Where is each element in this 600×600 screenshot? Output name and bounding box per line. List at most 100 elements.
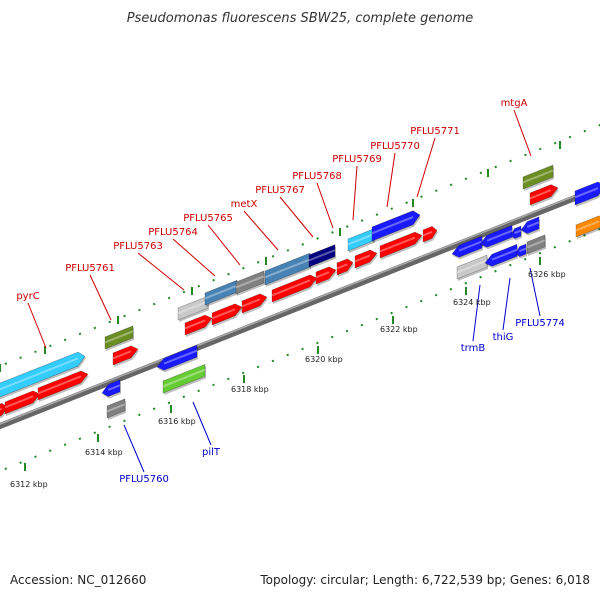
gene-PFLU5770-upper bbox=[371, 210, 421, 243]
genome-backbone bbox=[0, 184, 600, 430]
gene-red-m-highlight bbox=[422, 230, 433, 237]
gene-trmB-grey-body bbox=[456, 254, 488, 280]
gene-PFLU5769-upper bbox=[347, 228, 375, 253]
accession-text: Accession: NC_012660 bbox=[10, 573, 146, 587]
gene-red-h-body bbox=[271, 274, 318, 303]
gene-pilT-green-body bbox=[162, 363, 206, 394]
gene-metX-upper bbox=[264, 252, 311, 287]
gene-label-PFLU5765: PFLU5765 bbox=[183, 213, 233, 224]
gene-PFLU5767-upper bbox=[308, 244, 336, 269]
gene-red-c-body bbox=[37, 370, 89, 401]
gene-PFLU5764-upper-body bbox=[204, 279, 238, 306]
gene-red-c-highlight bbox=[37, 375, 82, 395]
gene-red-f-highlight bbox=[211, 308, 236, 320]
gene-PFLU5760-lower-body bbox=[106, 398, 126, 419]
tick-label-6320: 6320 kbp bbox=[305, 355, 343, 364]
gene-rev-d-body bbox=[515, 243, 527, 257]
tick-label-6316: 6316 kbp bbox=[158, 417, 196, 426]
leader-trmB bbox=[472, 284, 481, 342]
gene-pilT-blue bbox=[156, 344, 198, 373]
gene-orange-highlight bbox=[575, 220, 600, 232]
gene-PFLU5774-grey-body bbox=[526, 234, 546, 255]
gene-mtgA-upper bbox=[522, 164, 554, 191]
gene-mtgA-upper-highlight bbox=[522, 169, 554, 184]
gene-orange-body bbox=[575, 215, 600, 238]
gene-PFLU5761-upper-body bbox=[104, 325, 134, 350]
gene-red-d-highlight bbox=[112, 350, 132, 360]
gene-features bbox=[0, 164, 600, 420]
leader-PFLU5769 bbox=[352, 165, 358, 221]
gene-PFLU5765-upper bbox=[235, 270, 265, 296]
gene-pyrC-upper-body bbox=[0, 351, 86, 398]
gene-red-l bbox=[379, 231, 423, 260]
gene-red-b-highlight bbox=[4, 395, 34, 409]
gene-red-g bbox=[241, 293, 268, 315]
gene-red-n-body bbox=[529, 184, 559, 206]
gene-pyrC-upper-highlight bbox=[0, 357, 79, 391]
gene-red-k-body bbox=[354, 249, 378, 269]
gene-rev-a-highlight bbox=[486, 229, 513, 242]
gene-PFLU5763-upper bbox=[177, 295, 209, 322]
gene-PFLU5763-upper-highlight bbox=[177, 300, 209, 315]
gene-rev-c-highlight bbox=[526, 221, 540, 228]
gene-thiG-blue-body bbox=[484, 243, 518, 267]
tick-label-6314: 6314 kbp bbox=[85, 448, 123, 457]
gene-pilT-blue-body bbox=[156, 344, 198, 371]
gene-rev-a bbox=[479, 224, 513, 250]
leader-PFLU5771 bbox=[416, 137, 436, 198]
leader-mtgA bbox=[513, 109, 532, 157]
gene-thiG-blue bbox=[484, 243, 518, 269]
leader-PFLU5764 bbox=[172, 238, 216, 277]
gene-PFLU5771-upper-body bbox=[574, 181, 600, 206]
leader-thiG bbox=[502, 277, 511, 331]
gene-red-b-body bbox=[4, 390, 41, 415]
gene-PFLU5760-upper-body bbox=[101, 379, 121, 397]
gene-metX-upper-body bbox=[264, 252, 311, 286]
gene-rev-d-highlight bbox=[519, 247, 527, 253]
gene-red-i-body bbox=[315, 266, 337, 285]
gene-pilT-green-highlight bbox=[162, 368, 206, 388]
gene-red-j-body bbox=[336, 258, 354, 276]
gene-red-m bbox=[422, 226, 438, 244]
gene-label-PFLU5760: PFLU5760 bbox=[119, 474, 169, 485]
gene-red-j bbox=[336, 258, 354, 277]
tick-label-6326: 6326 kbp bbox=[528, 270, 566, 279]
gene-PFLU5764-upper-highlight bbox=[204, 284, 238, 300]
leader-pilT bbox=[192, 401, 212, 446]
gene-PFLU5771-upper bbox=[574, 181, 600, 207]
gene-trmB-blue-highlight bbox=[458, 240, 483, 252]
gene-rev-c-body bbox=[520, 216, 540, 234]
gene-thiG-blue-highlight bbox=[491, 248, 518, 261]
label-leaders bbox=[27, 109, 541, 473]
gene-PFLU5760-upper-highlight bbox=[107, 384, 121, 391]
gene-red-f bbox=[211, 303, 243, 327]
gene-PFLU5765-upper-highlight bbox=[235, 275, 265, 289]
gene-label-PFLU5761: PFLU5761 bbox=[65, 263, 115, 274]
genome-summary-text: Topology: circular; Length: 6,722,539 bp… bbox=[259, 573, 590, 587]
leader-PFLU5760 bbox=[123, 424, 145, 473]
gene-orange bbox=[575, 215, 600, 239]
tick-marks bbox=[0, 141, 561, 471]
gene-trmB-grey bbox=[456, 254, 488, 281]
gene-PFLU5764-upper bbox=[204, 279, 238, 307]
gene-PFLU5771-upper-highlight bbox=[574, 187, 599, 199]
gene-red-e-body bbox=[184, 314, 213, 336]
gene-red-d bbox=[112, 345, 139, 367]
gene-red-e bbox=[184, 314, 213, 337]
gene-rev-b bbox=[510, 225, 522, 241]
leader-PFLU5765 bbox=[207, 224, 241, 266]
gene-PFLU5761-upper bbox=[104, 325, 134, 351]
gene-PFLU5760-upper bbox=[101, 379, 121, 399]
gene-rev-b-highlight bbox=[514, 229, 522, 235]
gene-red-d-body bbox=[112, 345, 139, 366]
leader-PFLU5770 bbox=[386, 152, 396, 208]
gene-PFLU5767-upper-highlight bbox=[308, 249, 336, 262]
gene-label-pilT: pilT bbox=[202, 447, 221, 458]
gene-red-h-highlight bbox=[271, 279, 311, 297]
tick-label-6324: 6324 kbp bbox=[453, 298, 491, 307]
gene-label-PFLU5768: PFLU5768 bbox=[292, 171, 342, 182]
gene-red-i bbox=[315, 266, 337, 286]
gene-red-g-highlight bbox=[241, 298, 261, 308]
gene-PFLU5769-upper-highlight bbox=[347, 233, 375, 246]
